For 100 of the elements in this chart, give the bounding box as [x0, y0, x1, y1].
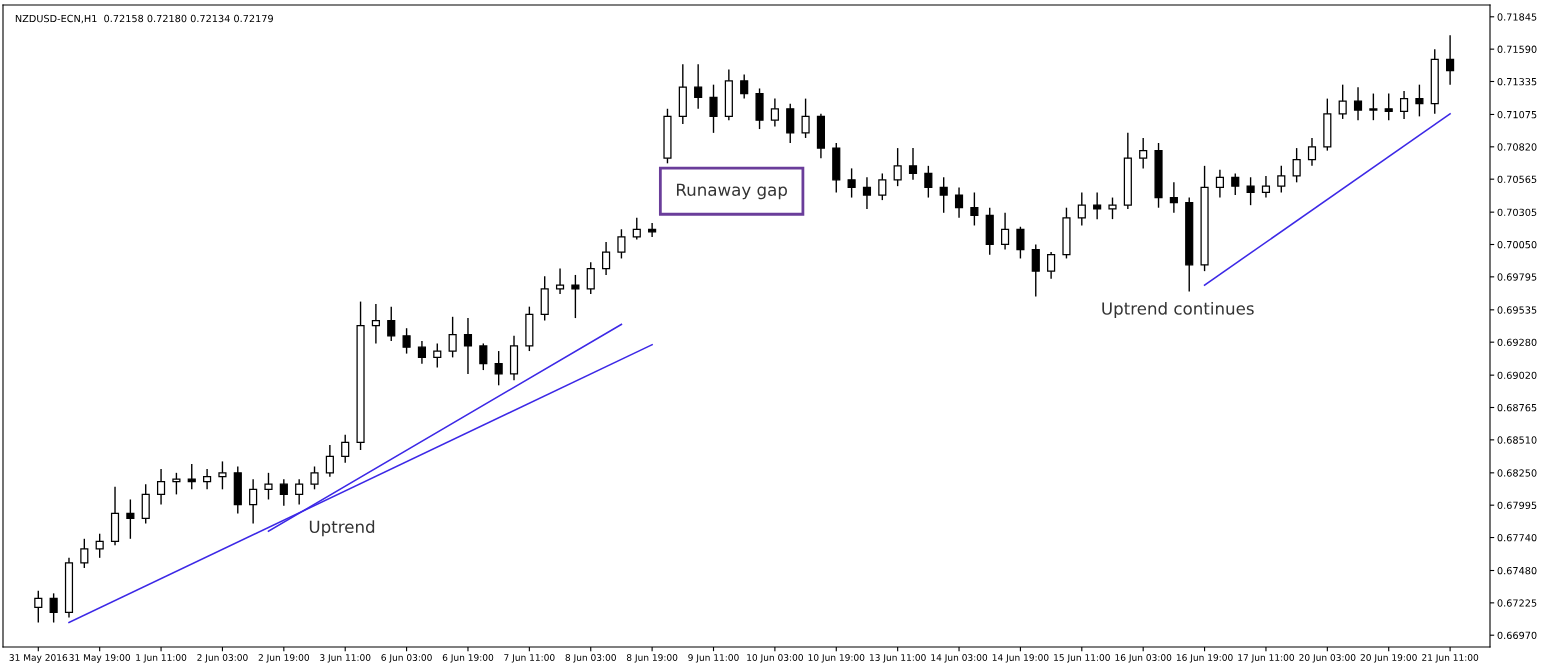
x-tick-label: 6 Jun 03:00 — [381, 654, 432, 663]
text: NZDUSD-ECN,H1 0.72158 0.72180 0.72134 0.72179 — [15, 14, 273, 24]
y-tick-label: 0.67740 — [1497, 534, 1537, 542]
y-tick-label: 0.67480 — [1497, 566, 1537, 575]
x-tick-label: 16 Jun 03:00 — [1115, 654, 1172, 663]
candlestick — [1231, 172, 1240, 196]
candlestick — [95, 533, 104, 559]
x-tick-label: 8 Jun 03:00 — [565, 654, 616, 663]
candlestick — [172, 472, 181, 496]
candlestick — [1169, 181, 1178, 214]
y-tick-label: 0.67225 — [1497, 599, 1537, 607]
candlestick — [310, 465, 319, 491]
candlestick — [1139, 137, 1148, 170]
candlestick — [571, 274, 580, 319]
y-tick-label: 0.66970 — [1497, 631, 1537, 640]
candlestick — [893, 147, 902, 187]
x-tick-label: 16 Jun 19:00 — [1176, 654, 1233, 663]
x-tick-label: 31 May 19:00 — [69, 654, 131, 663]
candlestick — [740, 73, 749, 100]
candlestick — [878, 172, 887, 201]
candlestick — [264, 472, 273, 501]
candlestick — [1277, 165, 1286, 194]
y-tick-label: 0.69795 — [1497, 273, 1537, 281]
candlestick — [555, 267, 565, 295]
candlestick — [801, 97, 810, 139]
y-tick-label: 0.68250 — [1497, 469, 1537, 477]
candlestick — [1108, 196, 1117, 220]
y-tick-label: 0.71075 — [1497, 110, 1537, 119]
candlestick — [1415, 83, 1424, 118]
x-tick-label: 10 Jun 03:00 — [747, 654, 803, 663]
x-tick-label: 17 Jun 11:00 — [1238, 654, 1295, 663]
candlestick — [617, 228, 626, 260]
candlestick — [295, 478, 304, 506]
candlestick — [402, 327, 411, 355]
candlestick — [1338, 83, 1347, 120]
x-tick-label: 31 May 2016 — [9, 654, 68, 663]
candlestick — [463, 317, 473, 375]
x-tick-label: 15 Jun 11:00 — [1054, 654, 1110, 663]
candlestick — [908, 147, 918, 181]
candlestick — [602, 241, 611, 276]
candlestick — [80, 538, 89, 569]
candlestick — [1215, 168, 1224, 199]
x-tick-label: 1 Jun 11:00 — [136, 654, 187, 663]
candlestick — [939, 176, 948, 214]
y-tick-label: 0.67995 — [1497, 501, 1537, 510]
candlestick — [862, 176, 872, 210]
x-tick-label: 20 Jun 19:00 — [1360, 654, 1417, 663]
x-tick-label: 2 Jun 03:00 — [197, 654, 248, 663]
x-tick-label: 14 Jun 03:00 — [931, 654, 988, 663]
candlestick — [632, 217, 641, 241]
candlestick — [387, 305, 396, 342]
candlestick — [1047, 251, 1056, 280]
y-tick-label: 0.71845 — [1497, 13, 1537, 21]
y-tick-label: 0.68765 — [1497, 403, 1537, 412]
candlestick — [1077, 191, 1086, 227]
y-tick-label: 0.70820 — [1497, 143, 1537, 151]
annotation: Uptrend — [309, 520, 375, 537]
candlestick — [1016, 226, 1025, 260]
x-tick-label: 7 Jun 11:00 — [504, 654, 555, 663]
candlestick — [448, 316, 457, 359]
y-tick-label: 0.69280 — [1497, 338, 1537, 347]
candlestick — [1000, 212, 1010, 251]
x-tick-label: 13 Jun 11:00 — [869, 654, 926, 663]
candlestick — [1399, 90, 1409, 120]
annotation: Uptrend continues — [1102, 301, 1254, 319]
candlestick — [1369, 92, 1378, 121]
x-tick-label: 14 Jun 19:00 — [992, 654, 1049, 663]
candlestick — [1246, 176, 1255, 206]
y-tick-label: 0.70050 — [1497, 240, 1537, 249]
candlestick — [203, 468, 212, 491]
annotation: Runaway gap — [676, 183, 787, 200]
candlestick — [847, 167, 856, 199]
candlestick — [586, 261, 595, 295]
y-tick-label: 0.69020 — [1497, 371, 1537, 379]
candlestick — [1031, 243, 1040, 298]
x-tick-label: 9 Jun 11:00 — [688, 654, 739, 663]
candlestick — [341, 434, 350, 464]
candlestick — [709, 83, 718, 134]
candlestick — [694, 63, 703, 110]
x-tick-label: 10 Jun 19:00 — [808, 654, 865, 663]
y-tick-label: 0.71590 — [1497, 45, 1537, 53]
candlestick — [479, 342, 488, 371]
candlestick — [1261, 175, 1271, 199]
y-tick-label: 0.69535 — [1497, 306, 1537, 314]
candlestick — [1446, 34, 1455, 86]
x-tick-label: 8 Jun 19:00 — [626, 654, 678, 663]
candlestick — [249, 478, 258, 525]
candlestick — [325, 444, 334, 478]
x-tick-label: 20 Jun 03:00 — [1299, 654, 1356, 663]
candlestick — [49, 592, 58, 624]
candlestick — [433, 342, 442, 369]
candlestick — [924, 165, 933, 199]
y-tick-label: 0.70305 — [1497, 208, 1537, 216]
candlestick — [1292, 147, 1301, 184]
candlestick — [1093, 191, 1102, 220]
candlestick — [371, 303, 380, 345]
candlestick — [126, 498, 135, 540]
y-tick-label: 0.71335 — [1497, 77, 1537, 86]
candlestick — [970, 191, 979, 227]
y-tick-label: 0.68510 — [1497, 436, 1537, 444]
